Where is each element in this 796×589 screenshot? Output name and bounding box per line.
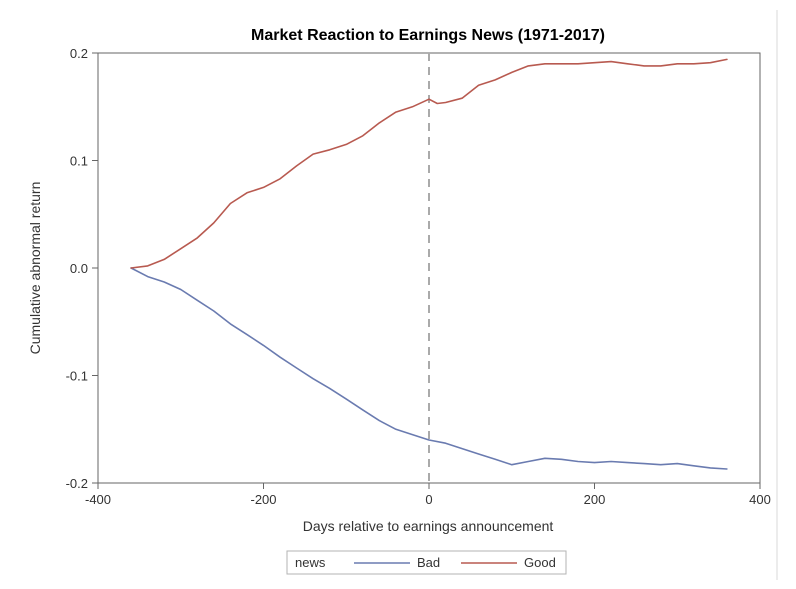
legend-box <box>286 550 567 575</box>
series-line-bad <box>130 267 728 470</box>
legend-title: news <box>295 555 326 570</box>
x-tick-label: 0 <box>425 492 432 507</box>
legend: news Bad Good <box>286 550 567 575</box>
x-tick-label: 400 <box>749 492 771 507</box>
y-tick-label: -0.1 <box>66 369 88 384</box>
y-tick-label: 0.1 <box>70 154 88 169</box>
legend-label-good: Good <box>524 555 556 570</box>
y-tick-label: -0.2 <box>66 476 88 491</box>
legend-label-bad: Bad <box>417 555 440 570</box>
series-layer <box>130 58 728 470</box>
y-axis-label: Cumulative abnormal return <box>27 182 43 355</box>
x-tick-label: -400 <box>85 492 111 507</box>
y-tick-label: 0.0 <box>70 261 88 276</box>
x-axis-label: Days relative to earnings announcement <box>303 518 554 534</box>
chart-title: Market Reaction to Earnings News (1971-2… <box>251 27 605 44</box>
y-tick-label: 0.2 <box>70 46 88 61</box>
series-line-good <box>130 58 728 269</box>
x-tick-label: -200 <box>250 492 276 507</box>
x-tick-label: 200 <box>584 492 606 507</box>
y-axis: -0.2 -0.1 0.0 0.1 0.2 <box>66 46 98 491</box>
x-axis: -400 -200 0 200 400 <box>85 483 771 507</box>
